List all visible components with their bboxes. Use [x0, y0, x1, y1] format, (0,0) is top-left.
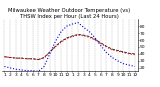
Title: Milwaukee Weather Outdoor Temperature (vs) THSW Index per Hour (Last 24 Hours): Milwaukee Weather Outdoor Temperature (v…: [8, 8, 131, 19]
